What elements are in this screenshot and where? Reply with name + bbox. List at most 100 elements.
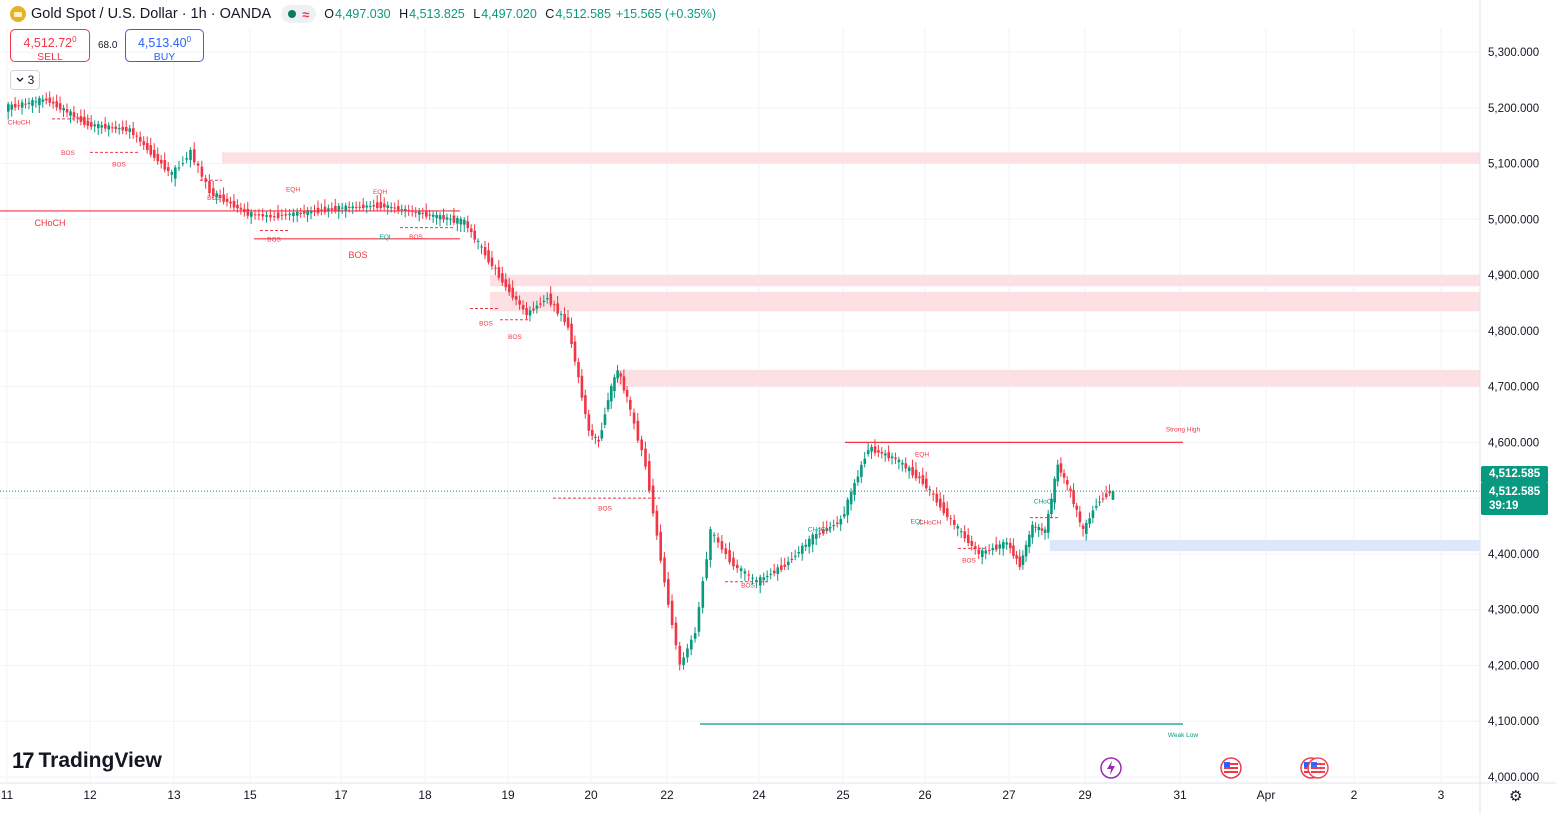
candle-body — [736, 564, 739, 569]
candle-body — [584, 395, 587, 415]
candle-body — [265, 215, 268, 217]
candle-body — [257, 214, 261, 216]
candle-body — [686, 648, 689, 658]
price-tick-label: 4,100.000 — [1488, 716, 1539, 728]
candle-body — [759, 577, 762, 586]
candle-body — [449, 218, 452, 220]
price-tick-label: 4,300.000 — [1488, 605, 1539, 617]
candle-body — [480, 246, 483, 248]
price-tick-label: 4,800.000 — [1488, 326, 1539, 338]
candle-body — [27, 102, 31, 104]
candle-body — [629, 399, 632, 410]
wave-icon: ≈ — [302, 6, 310, 22]
candle-body — [739, 568, 743, 572]
candle-body — [619, 373, 623, 377]
structure-label: CHoCH — [808, 527, 831, 534]
candle-body — [528, 310, 532, 316]
candle-body — [107, 125, 111, 130]
structure-label: BOS — [479, 320, 493, 327]
time-tick-label: 29 — [1078, 788, 1092, 802]
candle-body — [508, 284, 511, 293]
candle-body — [743, 571, 747, 574]
candle-body — [1085, 522, 1088, 534]
candle-body — [1021, 555, 1025, 565]
candle-body — [218, 194, 222, 198]
sell-button[interactable]: 4,512.720 SELL — [10, 29, 90, 63]
structure-label: BOS — [267, 237, 281, 244]
candle-body — [780, 565, 783, 570]
candle-body — [559, 313, 563, 315]
collapse-chevron-icon — [16, 77, 24, 82]
candle-body — [825, 527, 829, 532]
candle-body — [1098, 501, 1101, 503]
candle-body — [518, 300, 521, 305]
candle-body — [570, 323, 573, 345]
candle-body — [970, 540, 974, 546]
time-tick-label: 25 — [836, 788, 850, 802]
us-flag-event-icon[interactable] — [1220, 757, 1242, 779]
indicators-toggle[interactable]: 3 — [10, 70, 40, 90]
candle-body — [142, 141, 146, 145]
supply-zone — [222, 152, 1480, 164]
candle-body — [97, 123, 100, 129]
candle-body — [48, 97, 52, 103]
candle-body — [732, 557, 735, 567]
candle-body — [404, 209, 407, 212]
price-tick-label: 4,200.000 — [1488, 660, 1539, 672]
candle-body — [728, 550, 731, 563]
candle-body — [62, 108, 65, 111]
candle-body — [914, 469, 918, 479]
candle-body — [1005, 542, 1009, 545]
candle-body — [215, 193, 219, 197]
candle-body — [925, 478, 928, 489]
structure-label: BOS — [207, 195, 221, 202]
candle-body — [591, 430, 594, 436]
candle-body — [435, 214, 438, 219]
time-tick-label: 19 — [501, 788, 515, 802]
candle-body — [667, 579, 670, 605]
candle-body — [705, 559, 708, 579]
candle-body — [1059, 463, 1063, 473]
candle-body — [177, 167, 181, 169]
candle-body — [341, 207, 344, 209]
ohlc-readout: O4,497.030 H4,513.825 L4,497.020 C4,512.… — [324, 7, 616, 21]
candle-body — [400, 209, 404, 211]
close-key: C — [545, 7, 555, 21]
candle-body — [946, 508, 949, 518]
candle-body — [7, 104, 10, 112]
candle-body — [1069, 488, 1072, 491]
candle-body — [566, 317, 570, 328]
candle-body — [901, 462, 904, 465]
symbol-title[interactable]: Gold Spot / U.S. Dollar · 1h · OANDA — [31, 6, 272, 22]
candle-body — [358, 206, 362, 208]
candle-body — [636, 420, 640, 441]
candle-body — [299, 213, 303, 215]
lightning-event-icon[interactable] — [1100, 757, 1122, 779]
candle-body — [1015, 555, 1018, 559]
tradingview-logo[interactable]: 17 TradingView — [12, 748, 162, 774]
price-change: +15.565 (+0.35%) — [615, 7, 716, 21]
candle-body — [682, 657, 685, 665]
supply-zone — [490, 291, 1480, 312]
candle-body — [988, 550, 991, 552]
us-flag-event-icon[interactable] — [1307, 757, 1329, 779]
candle-body — [720, 541, 724, 550]
supply-zone — [490, 275, 1480, 287]
price-tick-label: 4,400.000 — [1488, 549, 1539, 561]
candle-body — [284, 214, 288, 216]
tradingview-mark: 17 — [12, 748, 35, 773]
candle-body — [655, 510, 659, 536]
gear-icon[interactable]: ⚙ — [1509, 788, 1523, 805]
candle-body — [701, 581, 705, 608]
buy-button[interactable]: 4,513.400 BUY — [125, 29, 204, 63]
price-tick-label: 4,700.000 — [1488, 382, 1539, 394]
candle-body — [121, 126, 125, 131]
time-tick-label: 18 — [418, 788, 432, 802]
candle-body — [674, 622, 678, 646]
candle-body — [181, 163, 185, 165]
time-tick-label: Apr — [1257, 788, 1276, 802]
candle-body — [697, 607, 701, 632]
market-status[interactable]: ≈ — [281, 5, 317, 23]
price-tick-label: 5,100.000 — [1488, 159, 1539, 171]
